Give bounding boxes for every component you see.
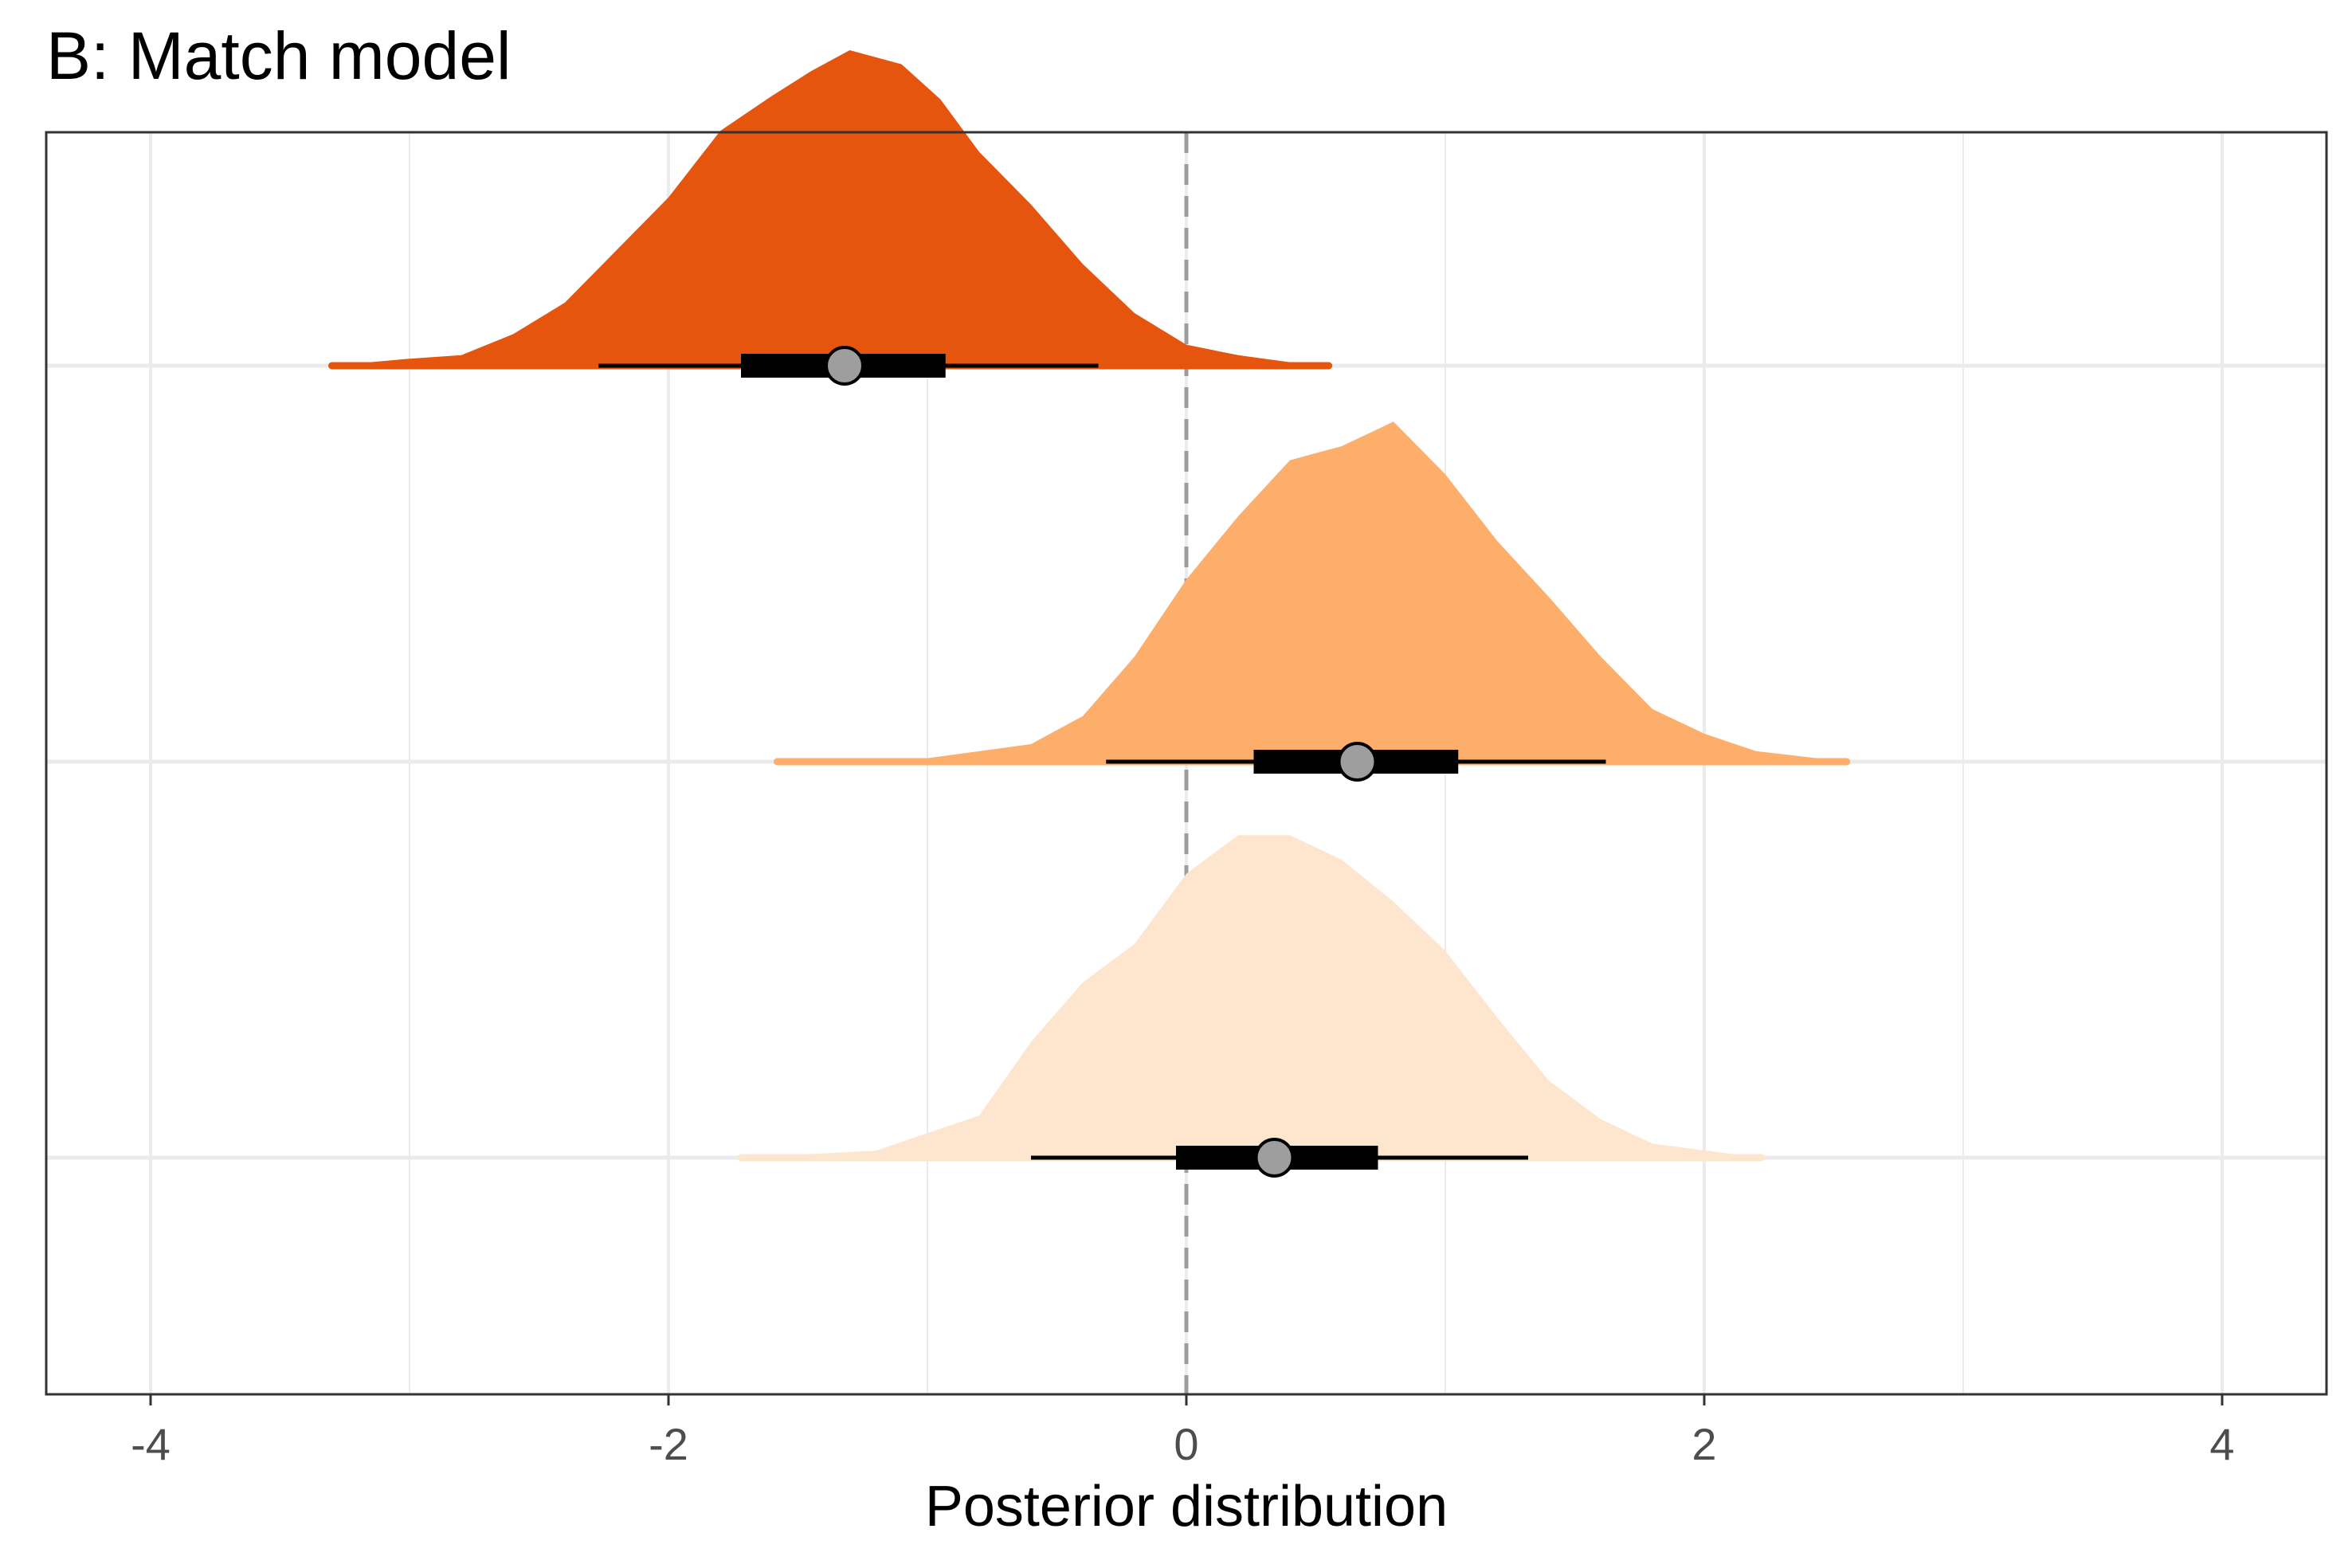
median-point: [1337, 742, 1378, 782]
x-axis-label: Posterior distribution: [924, 1475, 1448, 1539]
chart-title: B: Match model: [46, 18, 512, 93]
x-tick-label: 4: [2209, 1419, 2234, 1469]
density-ridge: [741, 835, 1762, 1158]
median-point: [1254, 1138, 1295, 1178]
density-ridge: [331, 50, 1329, 366]
x-tick-label: -2: [649, 1419, 688, 1469]
x-tick-label: 0: [1174, 1419, 1198, 1469]
median-point: [825, 346, 864, 386]
x-tick-label: -4: [131, 1419, 171, 1469]
density-ridge: [777, 421, 1847, 762]
x-tick-label: 2: [1691, 1419, 1716, 1469]
